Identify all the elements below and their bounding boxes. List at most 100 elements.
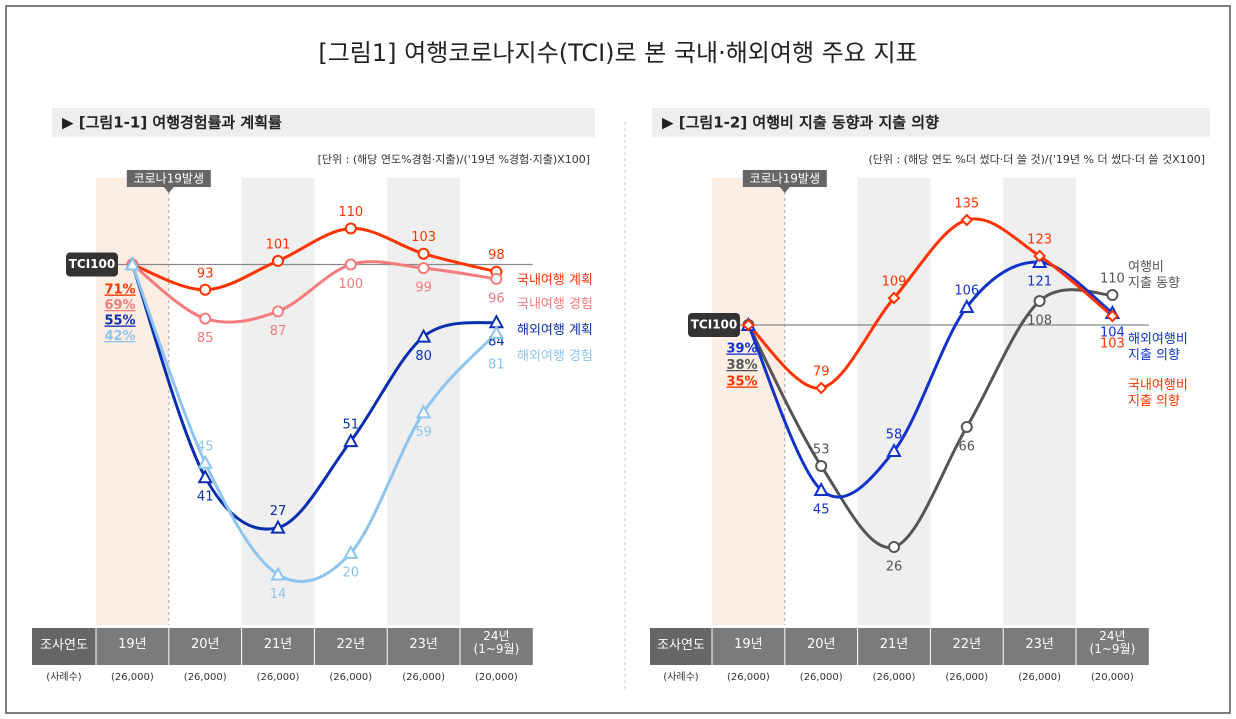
data-label: 20 <box>343 565 360 580</box>
sample-size: (20,000) <box>1091 672 1134 683</box>
data-label: 85 <box>197 331 214 346</box>
unit-note: (단위 : (해당 연도 %더 썼다·더 쓸 것)/('19년 % 더 썼다·더… <box>868 152 1205 166</box>
legend-label: 해외여행비 지출 의향 <box>1128 332 1188 364</box>
frame <box>5 5 1231 714</box>
legend-label: 국내여행 경험 <box>517 297 593 312</box>
marker <box>813 481 829 496</box>
data-label: 59 <box>415 425 432 440</box>
highlight-column <box>712 178 785 625</box>
marker <box>343 544 359 559</box>
marker <box>1105 309 1119 323</box>
marker <box>960 213 974 227</box>
page-title: [그림1] 여행코로나지수(TCI)로 본 국내·해외여행 주요 지표 <box>318 39 917 67</box>
unit-note: [단위 : (해당 연도%경험·지출)/('19년 %경험·지출)X100] <box>318 152 590 166</box>
x-tick-label: 22년 <box>952 637 982 652</box>
marker <box>417 247 430 260</box>
data-label: 27 <box>270 504 287 519</box>
marker <box>815 460 828 472</box>
event-callout <box>742 170 827 193</box>
marker <box>1106 289 1119 301</box>
sample-size: (26,000) <box>256 672 300 683</box>
x-tick-label: 20년 <box>190 637 220 652</box>
marker <box>888 541 900 553</box>
sample-size: (26,000) <box>872 672 916 683</box>
x-tick-label: 22년 <box>336 637 366 652</box>
legend-label: 해외여행 경험 <box>517 349 593 364</box>
data-label: 45 <box>197 439 214 454</box>
data-label: 53 <box>813 443 830 458</box>
row-label: 조사연도 <box>657 638 705 653</box>
data-label: 58 <box>886 428 903 443</box>
sample-size: (20,000) <box>475 672 518 683</box>
marker <box>272 254 284 267</box>
panel-title: ▶ [그림1-2] 여행비 지출 동향과 지출 의향 <box>662 114 939 132</box>
marker <box>199 283 212 296</box>
sample-size: (26,000) <box>183 672 227 683</box>
sample-size: (26,000) <box>1018 672 1061 683</box>
base-label: 42% <box>104 329 135 344</box>
marker <box>417 262 430 275</box>
data-label: 123 <box>1027 233 1052 248</box>
x-tick-label: 20년 <box>806 637 836 652</box>
x-tick-label: 24년 (1~9월) <box>473 629 520 656</box>
base-label: 69% <box>104 298 135 313</box>
sample-size: (26,000) <box>727 672 770 683</box>
marker <box>343 433 359 448</box>
data-label: 81 <box>488 358 505 373</box>
data-label: 103 <box>1100 337 1125 352</box>
marker <box>270 519 286 534</box>
data-label: 26 <box>886 560 903 575</box>
table-label-cell <box>32 628 96 665</box>
legend-label: 여행비 지출 동향 <box>1128 260 1180 292</box>
data-label: 66 <box>959 440 976 455</box>
data-label: 93 <box>197 266 214 281</box>
row-label: (사례수) <box>46 672 82 683</box>
marker <box>270 566 286 581</box>
data-label: 135 <box>954 197 979 212</box>
row-label: (사례수) <box>663 672 699 683</box>
data-label: 41 <box>197 490 214 505</box>
legend-label: 국내여행비 지출 의향 <box>1128 378 1188 410</box>
marker <box>490 272 503 285</box>
data-label: 51 <box>343 418 360 433</box>
data-label: 79 <box>813 365 830 380</box>
data-label: 110 <box>1100 272 1125 287</box>
marker <box>344 258 357 271</box>
base-label: 55% <box>104 314 135 329</box>
x-tick-label: 24년 (1~9월) <box>1089 629 1136 656</box>
x-tick-label: 19년 <box>118 637 147 652</box>
legend-label: 국내여행 계획 <box>517 273 593 288</box>
reference-label: TCI100 <box>69 257 116 271</box>
base-label: 71% <box>104 283 135 298</box>
marker <box>1033 295 1046 307</box>
data-label: 106 <box>954 284 979 299</box>
sample-size: (26,000) <box>111 672 154 683</box>
marker <box>124 256 141 271</box>
marker <box>959 298 975 313</box>
base-label: 38% <box>726 358 757 373</box>
marker <box>199 312 212 325</box>
data-label: 14 <box>270 587 287 602</box>
marker <box>344 222 357 235</box>
data-label: 121 <box>1027 275 1052 290</box>
data-label: 45 <box>813 503 830 518</box>
data-label: 96 <box>488 291 505 306</box>
marker <box>488 324 505 340</box>
marker <box>197 454 213 469</box>
legend-label: 해외여행 계획 <box>517 323 593 338</box>
panel-title: ▶ [그림1-1] 여행경험률과 계획률 <box>62 114 282 132</box>
data-label: 87 <box>270 324 287 339</box>
row-label: 조사연도 <box>40 638 88 653</box>
marker <box>960 421 973 433</box>
marker <box>1033 249 1047 263</box>
base-label: 35% <box>726 375 757 390</box>
base-label: 39% <box>726 342 757 357</box>
x-tick-label: 23년 <box>409 637 438 652</box>
reference-badge <box>688 313 740 337</box>
x-tick-label: 23년 <box>1025 637 1054 652</box>
data-label: 109 <box>882 275 907 290</box>
x-tick-label: 21년 <box>879 637 909 652</box>
table-label-cell <box>650 628 712 665</box>
